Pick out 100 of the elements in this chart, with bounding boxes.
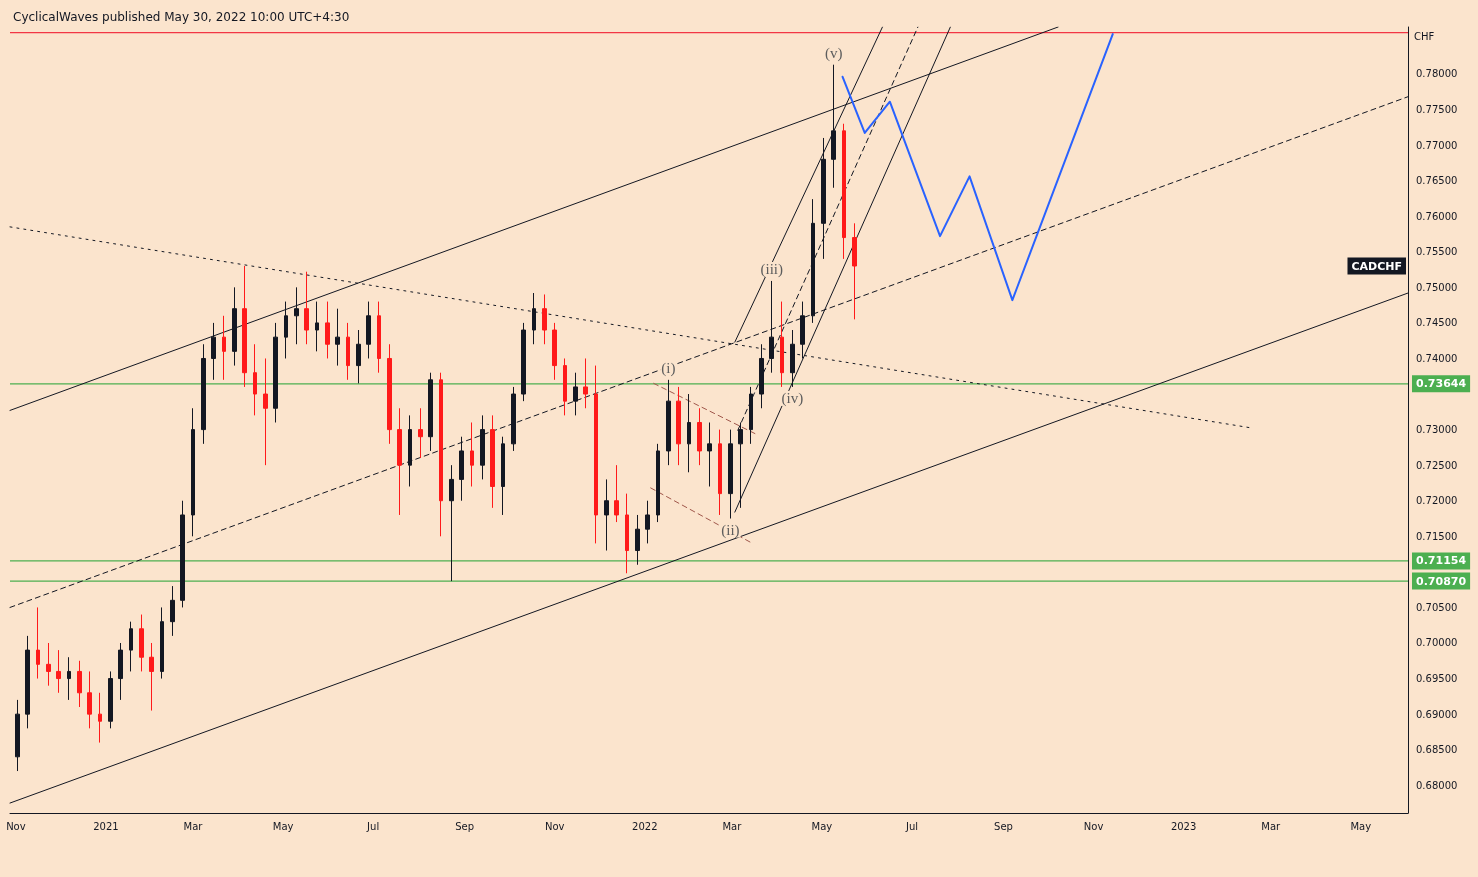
- candlestick: [98, 692, 102, 744]
- candlestick: [490, 414, 495, 509]
- y-tick-label: 0.75000: [1416, 281, 1458, 293]
- candlestick: [408, 414, 412, 488]
- x-tick-label: Sep: [455, 820, 475, 832]
- candlestick: [563, 357, 567, 416]
- y-tick-label: 0.72500: [1416, 459, 1458, 471]
- candlestick: [542, 293, 547, 345]
- candlestick: [707, 421, 712, 488]
- candlestick: [139, 614, 144, 672]
- candlestick: [666, 379, 671, 466]
- y-tick-label: 0.73000: [1416, 424, 1458, 436]
- candlestick: [800, 301, 805, 359]
- candlestick: [728, 429, 733, 520]
- candlestick: [521, 322, 526, 402]
- candlestick: [397, 407, 402, 516]
- ref-line-label: 0.70870: [1416, 574, 1467, 588]
- candlestick: [129, 621, 133, 672]
- candlestick: [284, 301, 288, 359]
- y-tick-label: 0.77000: [1416, 139, 1458, 151]
- candlestick: [222, 315, 226, 381]
- y-tick-label: 0.70000: [1416, 637, 1458, 649]
- candlestick: [118, 642, 123, 701]
- candlestick: [418, 407, 423, 459]
- candlestick: [459, 436, 464, 502]
- annotation: (i): [661, 360, 676, 378]
- candlestick: [87, 670, 92, 729]
- candlestick: [253, 343, 257, 416]
- candlestick: [656, 443, 660, 523]
- y-tick-label: 0.78000: [1416, 68, 1458, 80]
- candlestick: [480, 414, 485, 480]
- candlestick: [780, 301, 784, 388]
- x-tick-label: 2023: [1170, 820, 1197, 832]
- y-tick-label: 0.69000: [1416, 708, 1458, 720]
- candlestick: [532, 292, 536, 345]
- y-tick-label: 0.68000: [1416, 779, 1458, 791]
- candlestick: [573, 372, 578, 416]
- candlestick: [852, 222, 857, 320]
- y-axis-title: CHF: [1414, 30, 1435, 42]
- candlestick: [769, 280, 774, 374]
- candlestick: [56, 649, 61, 694]
- candlestick: [470, 421, 474, 488]
- candlestick: [718, 429, 722, 516]
- candlestick: [821, 137, 826, 260]
- candlestick: [428, 372, 433, 452]
- candlestick: [67, 656, 71, 701]
- candlestick: [366, 301, 371, 359]
- candlestick: [511, 386, 516, 452]
- chart-title: CyclicalWaves published May 30, 2022 10:00 UTC+4:30: [13, 10, 350, 24]
- annotation: (iii): [760, 261, 783, 279]
- candlestick: [46, 642, 51, 687]
- y-tick-label: 0.74000: [1416, 352, 1458, 364]
- candlestick: [842, 123, 846, 260]
- candlestick: [232, 286, 237, 367]
- line-series: [841, 33, 1114, 302]
- candlestick: [325, 301, 330, 359]
- candlestick: [346, 322, 350, 381]
- candlestick: [170, 585, 175, 637]
- candlestick: [625, 493, 629, 574]
- y-tick-label: 0.74500: [1416, 317, 1458, 329]
- y-tick-label: 0.77500: [1416, 104, 1458, 116]
- y-tick-label: 0.76000: [1416, 210, 1458, 222]
- annotation: (v): [824, 45, 843, 63]
- candlestick: [149, 642, 154, 712]
- candlestick: [594, 365, 598, 544]
- x-tick-label: Nov: [1083, 820, 1104, 832]
- candlestick: [790, 329, 795, 388]
- candlestick: [36, 606, 40, 680]
- y-tick-label: 0.69500: [1416, 673, 1458, 685]
- candlestick: [759, 343, 764, 409]
- candlestick: [604, 478, 609, 552]
- x-tick-label: Jul: [904, 820, 919, 832]
- candlestick: [77, 660, 82, 708]
- candlestick: [25, 635, 30, 729]
- candlestick: [273, 322, 278, 423]
- candlestick: [263, 357, 268, 466]
- y-tick-label: 0.72000: [1416, 495, 1458, 507]
- x-tick-label: 2022: [632, 820, 658, 832]
- x-tick-label: Sep: [994, 820, 1013, 832]
- y-tick-label: 0.75500: [1416, 246, 1458, 258]
- x-tick-label: Nov: [544, 820, 565, 832]
- candlestick: [160, 606, 164, 680]
- candlestick: [439, 372, 443, 537]
- candlestick: [676, 386, 681, 466]
- candlestick: [635, 514, 640, 566]
- candlestick: [614, 464, 619, 523]
- candlestick: [377, 301, 381, 374]
- x-tick-label: Mar: [1261, 820, 1282, 832]
- candlestick: [356, 329, 361, 384]
- x-tick-label: May: [811, 820, 833, 832]
- candlestick: [294, 286, 299, 345]
- x-tick-label: Mar: [722, 820, 743, 832]
- candlestick: [387, 343, 392, 445]
- ref-line-label: 0.73644: [1416, 377, 1467, 391]
- y-tick-label: 0.70500: [1416, 601, 1458, 613]
- ref-line-label: 0.71154: [1416, 554, 1467, 568]
- candlestick: [645, 500, 650, 544]
- candlestick: [501, 436, 505, 516]
- y-tick-label: 0.71500: [1416, 530, 1458, 542]
- annotation: CADCHF: [1351, 259, 1402, 273]
